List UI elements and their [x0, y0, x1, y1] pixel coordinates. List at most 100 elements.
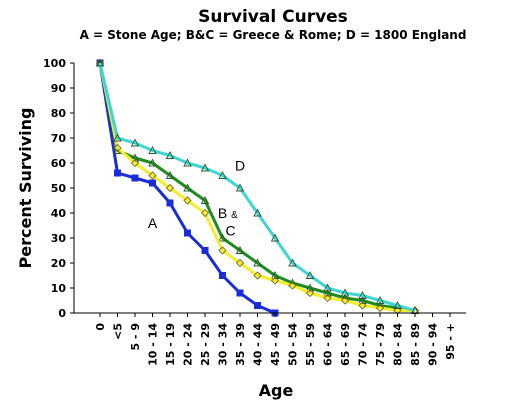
data-point: [218, 171, 227, 179]
data-point: [218, 233, 227, 242]
data-point: [148, 146, 157, 154]
series-layer: [95, 58, 420, 317]
y-tick-label: 80: [51, 107, 67, 120]
data-point: [358, 296, 367, 304]
data-point: [235, 183, 245, 192]
data-point: [183, 196, 192, 205]
data-point: [218, 246, 227, 255]
data-point: [165, 183, 175, 193]
x-tick-label: 80 - 84: [392, 323, 405, 366]
data-point: [130, 153, 140, 162]
data-point: [288, 258, 297, 267]
x-tick-label: 60 - 64: [322, 323, 335, 366]
series-d: [95, 58, 420, 314]
data-point: [149, 179, 156, 187]
data-point: [183, 158, 192, 167]
y-tick-label: 10: [51, 282, 67, 295]
data-point: [131, 174, 139, 182]
data-point: [165, 171, 175, 179]
data-point: [288, 281, 297, 290]
data-point: [323, 283, 332, 292]
data-point: [358, 301, 367, 310]
data-point: [323, 288, 332, 297]
annotation-d: D: [235, 158, 245, 174]
x-tick-label: 55 - 59: [304, 323, 317, 366]
annotation-ampersand: &: [231, 210, 238, 221]
x-tick-label: 5 - 9: [129, 323, 142, 351]
x-tick-label: 90 - 94: [427, 323, 440, 366]
data-point: [305, 283, 315, 292]
data-point: [113, 133, 122, 142]
x-tick-labels: 0 <5 5 - 9 10 - 14 15 - 19 20 - 24 25 - 29 30 -…: [94, 323, 457, 366]
x-tick-label: 70 - 74: [357, 323, 370, 366]
data-point: [166, 199, 174, 207]
chart-subtitle: A = Stone Age; B&C = Greece & Rome; D = …: [80, 28, 467, 42]
series-c: [95, 58, 420, 315]
x-tick-label: 65 - 69: [339, 323, 352, 366]
x-tick-label: 10 - 14: [147, 323, 160, 366]
annotation-b: B: [218, 205, 227, 221]
x-tick-label: 45 - 49: [269, 323, 282, 366]
data-point: [219, 272, 226, 279]
data-point: [200, 208, 210, 218]
data-point: [340, 288, 350, 297]
y-tick-label: 90: [51, 82, 67, 95]
data-point: [148, 158, 157, 167]
data-point: [114, 169, 121, 177]
data-point: [201, 247, 209, 254]
data-point: [200, 196, 210, 204]
data-point: [165, 151, 175, 159]
data-point: [113, 143, 122, 153]
annotation-c: C: [225, 223, 235, 239]
data-point: [340, 296, 350, 305]
chart-title: Survival Curves: [198, 7, 348, 27]
data-point: [253, 271, 262, 280]
y-axis-title: Percent Surviving: [16, 108, 35, 269]
annotation-a: A: [148, 215, 158, 231]
x-tick-label: 35 - 39: [234, 323, 247, 366]
data-point: [253, 208, 262, 217]
x-tick-label: 50 - 54: [287, 323, 300, 366]
x-tick-label: 30 - 34: [217, 323, 230, 366]
data-point: [254, 302, 261, 309]
data-point: [184, 229, 191, 237]
x-tick-label: 15 - 19: [164, 323, 177, 366]
x-tick-label: 0: [94, 323, 107, 331]
data-point: [253, 258, 262, 267]
x-tick-label: 85 - 89: [409, 323, 422, 366]
data-point: [236, 289, 244, 297]
data-point: [148, 171, 157, 180]
axes-layer: [70, 62, 466, 317]
series-c-line: [98, 62, 415, 312]
y-tick-labels: 0 10 20 30 40 50 60 70 80 90 100: [43, 57, 66, 320]
data-point: [235, 258, 245, 268]
y-tick-label: 70: [51, 132, 67, 145]
y-tick-label: 0: [58, 307, 66, 320]
series-a: [96, 59, 279, 317]
data-point: [183, 183, 192, 192]
data-point: [323, 293, 332, 303]
y-tick-label: 30: [51, 232, 67, 245]
y-tick-label: 20: [51, 257, 67, 270]
x-tick-label: 25 - 29: [199, 323, 212, 366]
y-tick-label: 50: [51, 182, 67, 195]
x-tick-label: <5: [112, 323, 125, 340]
data-point: [95, 58, 105, 67]
y-tick-label: 100: [43, 57, 66, 70]
x-axis-title: Age: [259, 381, 294, 400]
data-point: [375, 303, 385, 313]
data-point: [270, 271, 280, 279]
series-d-line: [98, 62, 416, 312]
data-point: [130, 138, 140, 147]
data-point: [270, 233, 280, 242]
series-b-line: [98, 62, 416, 312]
x-tick-label: 75 - 79: [374, 323, 387, 366]
data-point: [200, 163, 210, 172]
y-tick-label: 60: [51, 157, 67, 170]
x-tick-label: 40 - 44: [252, 323, 265, 366]
data-point: [375, 296, 385, 304]
data-point: [305, 271, 315, 279]
data-point: [270, 276, 280, 285]
